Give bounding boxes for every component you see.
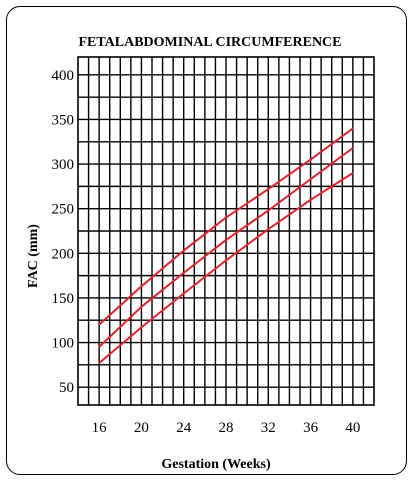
x-tick-label: 20 bbox=[134, 420, 149, 436]
x-tick-label: 24 bbox=[176, 420, 192, 436]
chart-card bbox=[6, 6, 407, 475]
x-tick-label: 16 bbox=[92, 420, 108, 436]
grid bbox=[78, 57, 374, 405]
y-tick-label: 50 bbox=[59, 380, 74, 396]
plot-frame bbox=[77, 56, 375, 406]
series-line-1 bbox=[98, 127, 354, 326]
y-tick-label: 300 bbox=[52, 157, 75, 173]
y-tick-label: 250 bbox=[52, 202, 75, 218]
x-tick-labels: 16 20 24 28 32 36 40 bbox=[92, 420, 361, 436]
series-lines bbox=[98, 127, 354, 364]
y-tick-label: 350 bbox=[52, 112, 75, 128]
x-tick-label: 36 bbox=[303, 420, 319, 436]
series-line-3 bbox=[98, 172, 354, 364]
y-tick-labels: 50 100 150 200 250 300 350 400 bbox=[52, 68, 75, 396]
y-tick-label: 150 bbox=[52, 291, 75, 307]
y-axis-label: FAC (mm) bbox=[26, 224, 41, 288]
x-axis-label: Gestation (Weeks) bbox=[161, 457, 271, 472]
y-tick-label: 100 bbox=[52, 336, 75, 352]
x-tick-label: 28 bbox=[219, 420, 234, 436]
chart-title: FETALABDOMINAL CIRCUMFERENCE bbox=[78, 35, 341, 50]
y-tick-label: 400 bbox=[52, 68, 75, 84]
series-line-2 bbox=[98, 147, 354, 348]
y-tick-label: 200 bbox=[52, 246, 75, 262]
x-tick-label: 32 bbox=[261, 420, 276, 436]
x-tick-label: 40 bbox=[345, 420, 360, 436]
